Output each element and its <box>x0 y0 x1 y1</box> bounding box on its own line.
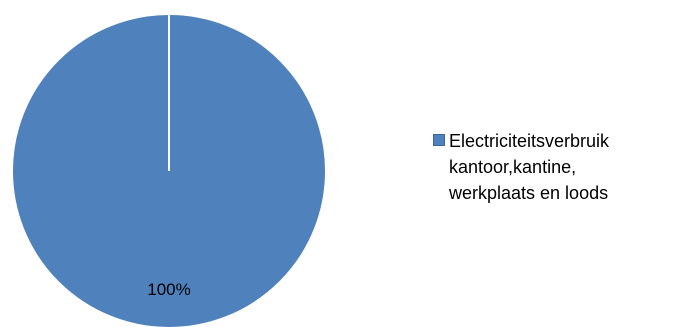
legend-swatch <box>433 134 445 146</box>
pie-slices <box>11 13 327 327</box>
pie-data-labels: 100% <box>147 280 190 299</box>
slice-data-label: 100% <box>147 280 190 299</box>
legend: Electriciteitsverbruik kantoor,kantine, … <box>433 128 609 206</box>
legend-label: Electriciteitsverbruik kantoor,kantine, … <box>449 131 610 203</box>
